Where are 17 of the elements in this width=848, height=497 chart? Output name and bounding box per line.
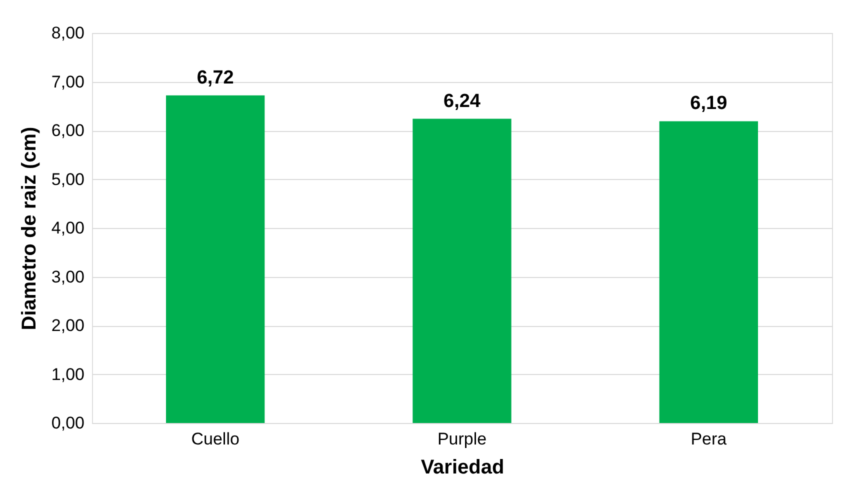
y-tick-label: 8,00 bbox=[51, 24, 84, 42]
y-tick-label: 3,00 bbox=[51, 267, 84, 286]
y-tick-label: 6,00 bbox=[51, 121, 84, 140]
y-tick-label: 0,00 bbox=[51, 414, 84, 432]
data-label: 6,24 bbox=[444, 90, 481, 112]
x-tick-label: Purple bbox=[437, 430, 487, 448]
data-label: 6,19 bbox=[690, 93, 728, 114]
data-label: 6,72 bbox=[196, 67, 234, 88]
y-tick-label: 2,00 bbox=[51, 316, 84, 335]
x-tick-label: Cuello bbox=[191, 430, 240, 448]
x-axis-title: Variedad bbox=[420, 456, 504, 478]
y-tick-label: 7,00 bbox=[51, 72, 84, 92]
x-tick-label: Pera bbox=[690, 430, 728, 448]
y-tick-label: 4,00 bbox=[51, 218, 84, 238]
y-axis-title: Diametro de raiz (cm) bbox=[18, 126, 40, 330]
y-tick-label: 5,00 bbox=[51, 170, 84, 189]
y-tick-label: 1,00 bbox=[51, 364, 84, 384]
